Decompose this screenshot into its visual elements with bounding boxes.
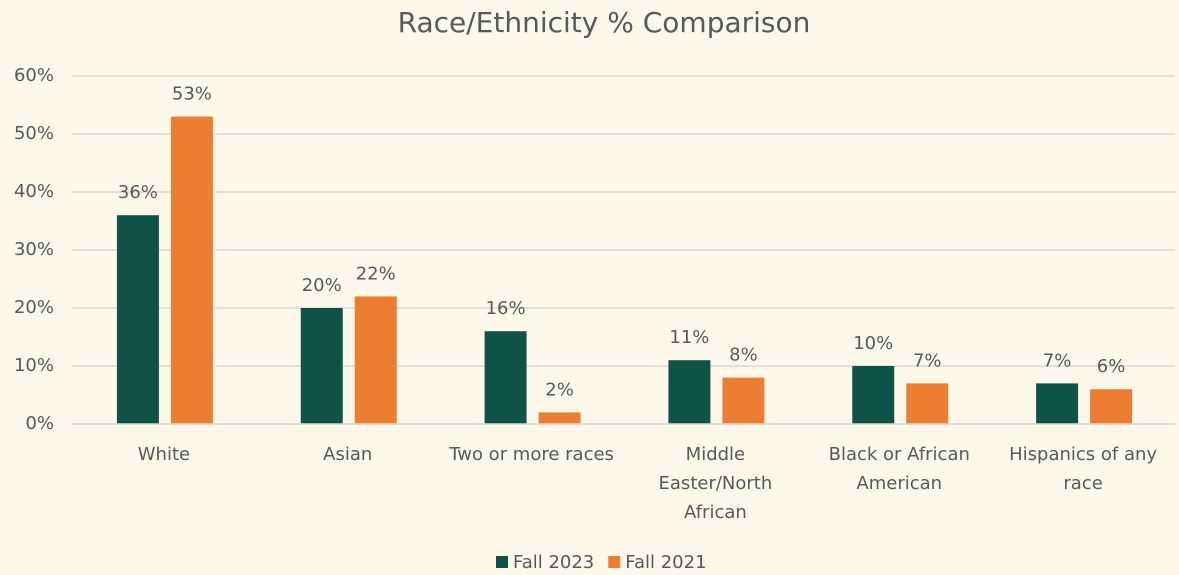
x-tick-label: Two or more races [449, 444, 614, 465]
legend-swatch [496, 556, 508, 568]
data-label: 53% [172, 84, 212, 105]
bar [1090, 389, 1133, 424]
bar [668, 360, 711, 424]
bar [116, 215, 159, 424]
data-label: 6% [1097, 356, 1126, 377]
x-tick-label: White [137, 444, 191, 465]
bar [722, 377, 765, 424]
bar [538, 412, 581, 424]
y-tick-label: 40% [14, 181, 54, 202]
data-label: 8% [729, 345, 758, 366]
data-label: 2% [545, 379, 574, 400]
legend-label: Fall 2021 [625, 552, 706, 573]
data-label: 11% [669, 327, 709, 348]
x-tick-label: Black or African American [828, 444, 970, 494]
data-label: 7% [913, 350, 942, 371]
y-tick-label: 0% [25, 413, 54, 434]
x-tick-label: Hispanics of any race [1009, 444, 1158, 494]
data-label: 7% [1043, 350, 1072, 371]
y-tick-label: 60% [14, 65, 54, 86]
bar [1036, 383, 1079, 424]
y-tick-label: 10% [14, 355, 54, 376]
bar [906, 383, 949, 424]
data-label: 36% [118, 182, 158, 203]
bar [354, 296, 397, 424]
x-tick-label: Asian [323, 444, 373, 465]
chart-title: Race/Ethnicity % Comparison [398, 6, 811, 39]
data-label: 10% [853, 333, 893, 354]
legend-label: Fall 2023 [513, 552, 594, 573]
bar [300, 308, 343, 424]
data-label: 22% [356, 263, 396, 284]
data-label: 20% [302, 275, 342, 296]
bar [170, 116, 213, 424]
legend-swatch [608, 556, 621, 568]
bar [852, 366, 895, 424]
x-tick-label: Middle Easter/North African [658, 444, 773, 523]
y-tick-label: 20% [14, 297, 54, 318]
y-tick-label: 50% [14, 123, 54, 144]
data-label: 16% [486, 298, 526, 319]
y-tick-label: 30% [14, 239, 54, 260]
bar [484, 331, 527, 424]
